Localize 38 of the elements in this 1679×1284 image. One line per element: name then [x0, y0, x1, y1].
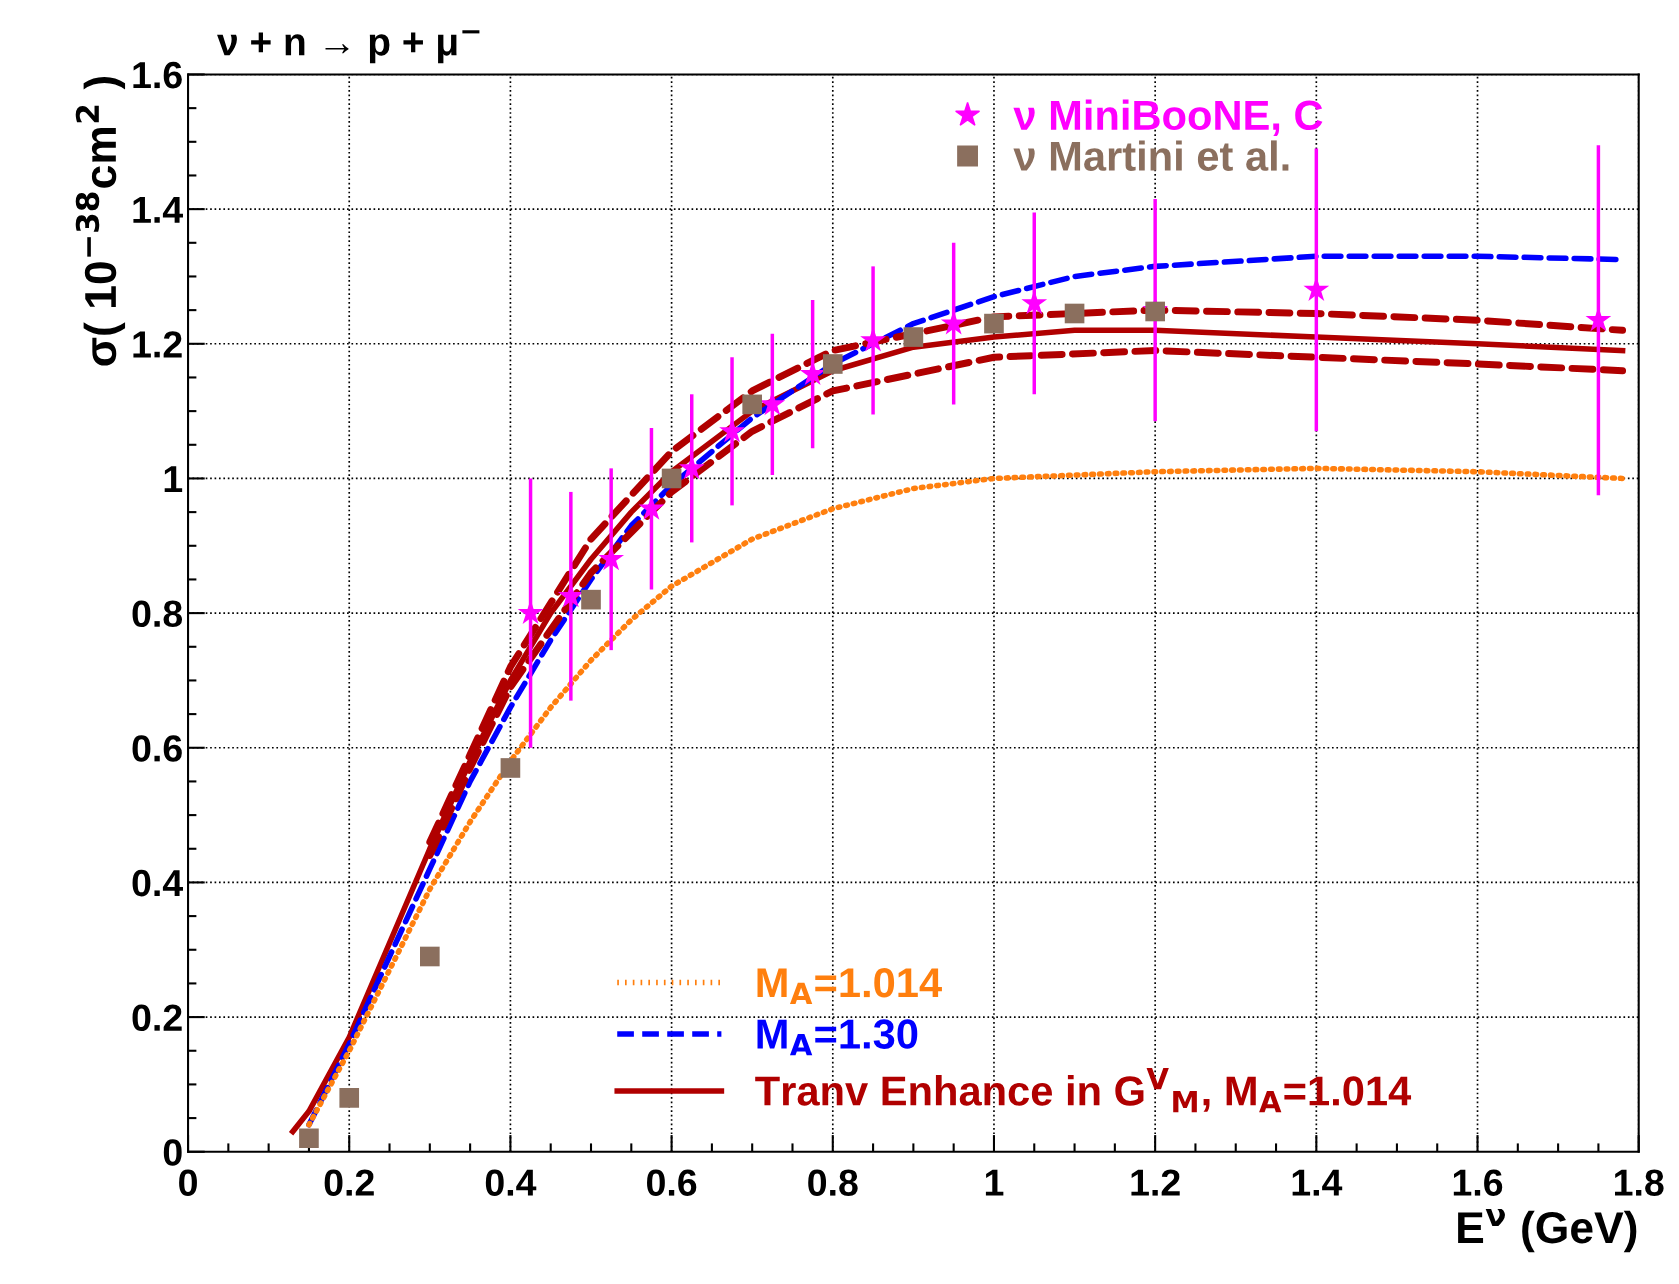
y-tick-label: 1: [164, 466, 183, 493]
legend-label: M$_{A}$=1.30: [757, 1019, 918, 1056]
y-tick-label: 0: [163, 1139, 182, 1166]
point: [339, 1088, 360, 1108]
point: [903, 327, 924, 347]
y-tick-label: 0.8: [132, 600, 183, 628]
x-tick-label: 0.4: [485, 1169, 537, 1196]
y-tick-label: 1.2: [133, 331, 182, 358]
point: [1064, 303, 1085, 324]
x-tick-label: 1: [985, 1169, 1004, 1196]
point: [500, 758, 521, 778]
x-tick-label: 0.2: [324, 1169, 374, 1196]
legend-label: ν Martini et al.: [1013, 140, 1289, 171]
y-tick-label: 1.6: [133, 61, 182, 89]
y-tick-label: 0.2: [132, 1004, 182, 1032]
legend-label: ν MiniBooNE, C: [1013, 99, 1323, 137]
chart-title: ν + n → p + μ$^{−}$: [217, 30, 480, 64]
y-tick-label: 0.6: [132, 735, 182, 762]
x-axis-title: E$^{ν}$ (GeV): [1458, 1208, 1637, 1253]
point: [299, 1128, 319, 1149]
x-tick-label: 1.8: [1615, 1169, 1664, 1196]
y-axis-title: σ( 10$^{−38}$cm$^{2}$ ): [75, 76, 126, 366]
point: [742, 394, 763, 415]
point: [984, 313, 1004, 334]
y-tick-label: 1.4: [133, 196, 183, 223]
point: [822, 354, 843, 374]
point: [661, 468, 682, 489]
x-tick-label: 0.6: [647, 1169, 697, 1196]
point: [1145, 301, 1165, 322]
point: [581, 589, 601, 610]
x-tick-label: 1.2: [1131, 1169, 1180, 1196]
x-tick-label: 1.6: [1453, 1169, 1503, 1196]
y-tick-label: 0.4: [132, 869, 183, 897]
x-tick-label: 0.8: [808, 1169, 858, 1196]
legend-label: M$_{A}$=1.014: [757, 968, 942, 1004]
x-tick-label: 1.4: [1292, 1169, 1343, 1196]
point: [420, 946, 440, 967]
legend-label: Tranv Enhance in G$^{V}$$_{M}$, M$_{A}$=1.014: [755, 1068, 1412, 1113]
